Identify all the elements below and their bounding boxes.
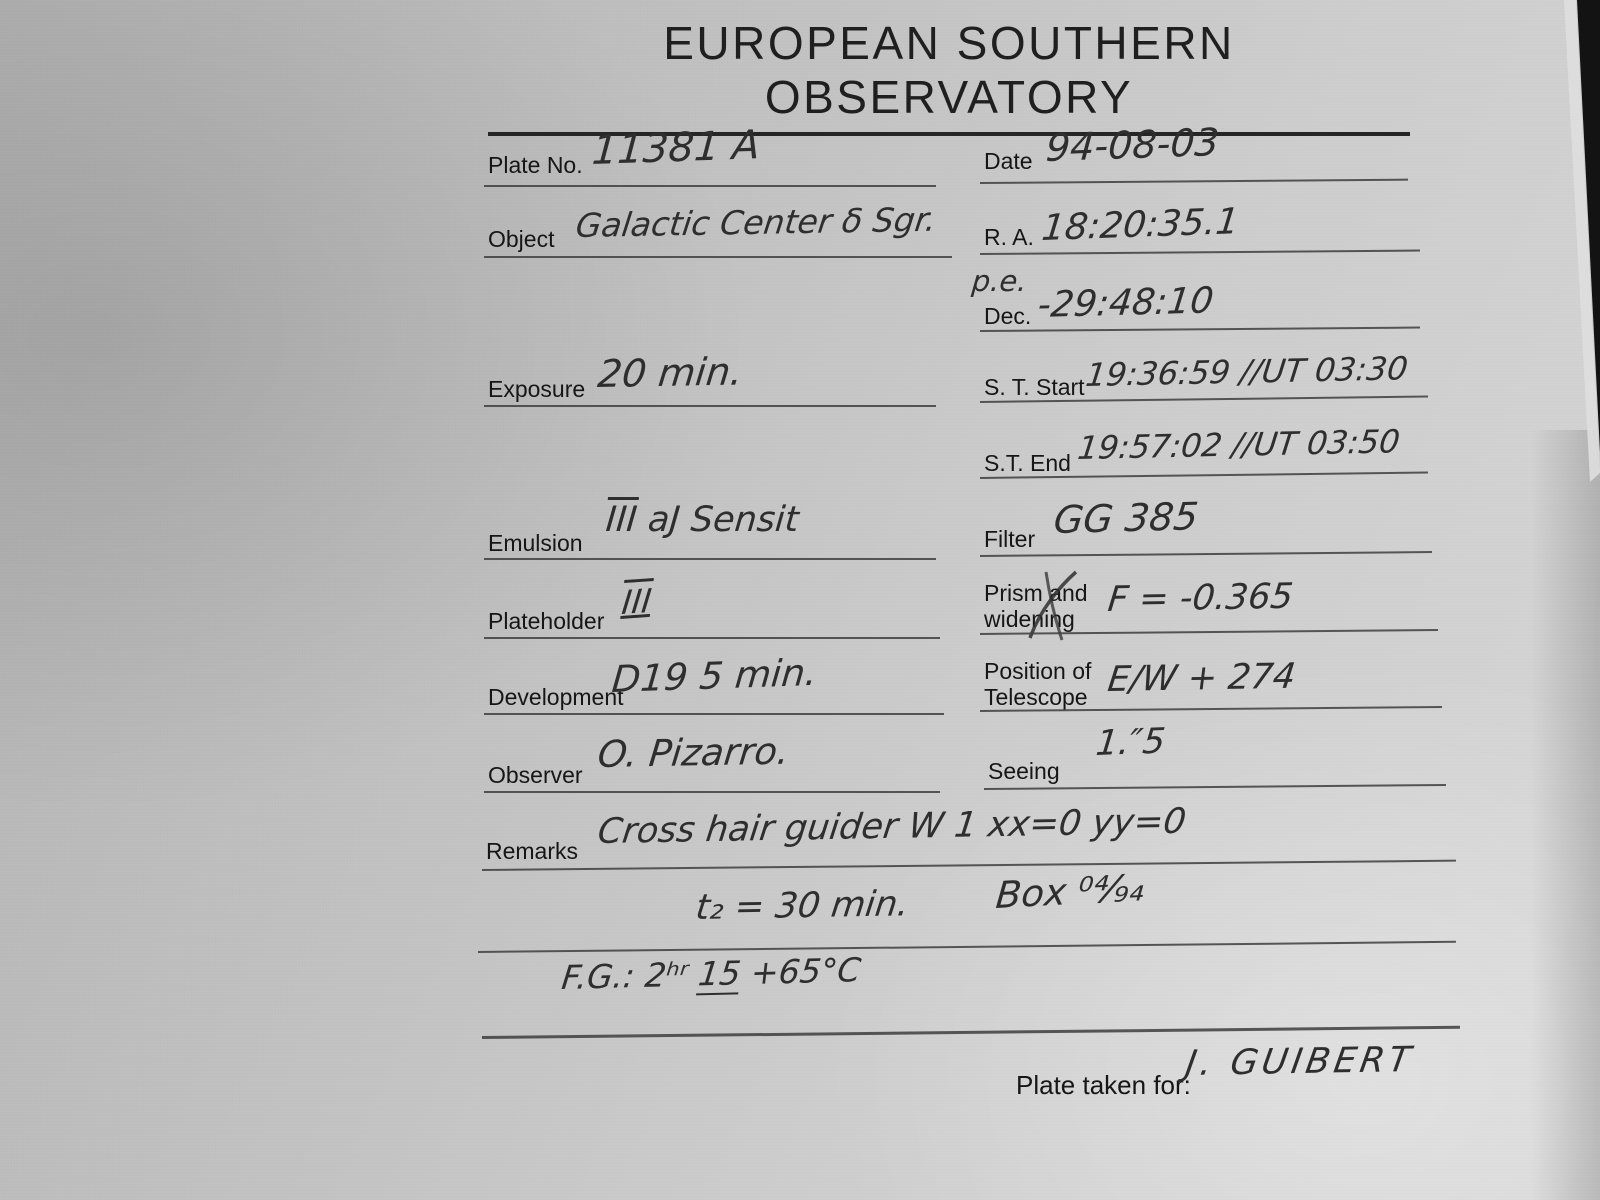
filter-label: Filter xyxy=(984,526,1036,552)
plate-taken-for-label: Plate taken for: xyxy=(1016,1070,1191,1100)
remarks-underline-3 xyxy=(481,1025,1460,1039)
telescope-position-value: E/W + 274 xyxy=(1105,656,1298,700)
development-underline xyxy=(484,713,944,715)
telescope-position-label-line2: Telescope xyxy=(984,684,1088,710)
st-start-label: S. T. Start xyxy=(984,374,1085,400)
remarks-underline-1 xyxy=(481,859,1456,871)
remarks-line3-post: +65°C xyxy=(738,950,863,993)
seeing-value: 1.″5 xyxy=(1093,721,1168,764)
plate-no-label: Plate No. xyxy=(488,152,583,178)
prism-widening-label: Prism and widening xyxy=(984,580,1088,632)
emulsion-rest: aJ Sensit xyxy=(635,500,801,540)
dec-label: Dec. xyxy=(984,303,1032,329)
plateholder-underline xyxy=(484,637,940,639)
remarks-line1: Cross hair guider W 1 xx=0 yy=0 xyxy=(595,801,1189,852)
prism-widening-label-line1: Prism and xyxy=(984,580,1088,606)
exposure-value: 20 min. xyxy=(595,349,745,396)
st-end-value: 19:57:02 //UT 03:50 xyxy=(1075,422,1402,467)
remarks-line2-right: Box ⁰⁴⁄₉₄ xyxy=(994,866,1146,917)
remarks-label: Remarks xyxy=(486,838,579,864)
telescope-position-label: Position of Telescope xyxy=(984,658,1091,710)
date-label: Date xyxy=(984,148,1033,174)
emulsion-roman: III xyxy=(604,500,639,540)
object-underline xyxy=(484,256,952,258)
plateholder-label: Plateholder xyxy=(488,608,605,634)
plate-taken-for-value: J. GUIBERT xyxy=(1182,1040,1418,1084)
plate-no-underline xyxy=(484,185,936,187)
pe-note: p.e. xyxy=(970,264,1029,298)
ra-value: 18:20:35.1 xyxy=(1039,201,1242,249)
st-start-value: 19:36:59 //UT 03:30 xyxy=(1083,349,1410,394)
filter-value: GG 385 xyxy=(1051,494,1201,542)
plate-no-value: 11381 A xyxy=(590,122,762,174)
remarks-line3-underlined: 15 xyxy=(696,953,743,996)
development-label: Development xyxy=(488,684,624,710)
filter-underline xyxy=(979,551,1432,557)
seeing-label: Seeing xyxy=(988,758,1060,784)
remarks-line3-pre: F.G.: 2ʰʳ xyxy=(559,954,701,997)
telescope-position-label-line1: Position of xyxy=(984,658,1092,684)
paper-right-shadow xyxy=(1530,430,1600,1200)
remarks-underline-2 xyxy=(477,940,1456,953)
date-underline xyxy=(979,178,1408,184)
strike-mark-icon xyxy=(1028,570,1078,641)
observer-label: Observer xyxy=(488,762,583,788)
remarks-line3: F.G.: 2ʰʳ 15 +65°C xyxy=(560,950,863,997)
exposure-underline xyxy=(484,405,936,407)
remarks-line2-left: t₂ = 30 min. xyxy=(693,884,912,928)
emulsion-value: III aJ Sensit xyxy=(604,500,800,540)
observer-value: O. Pizarro. xyxy=(595,729,792,776)
plateholder-value: III xyxy=(619,581,654,622)
object-value: Galactic Center δ Sgr. xyxy=(573,199,939,245)
emulsion-label: Emulsion xyxy=(488,530,583,556)
emulsion-underline xyxy=(484,558,936,560)
ra-underline xyxy=(979,249,1420,255)
development-value: D19 5 min. xyxy=(610,650,819,701)
prism-widening-value: F = -0.365 xyxy=(1105,576,1296,620)
st-end-label: S.T. End xyxy=(984,450,1071,476)
dec-underline xyxy=(979,326,1420,332)
ra-label: R. A. xyxy=(984,224,1034,250)
exposure-label: Exposure xyxy=(488,376,586,402)
object-label: Object xyxy=(488,226,555,252)
form-title: EUROPEAN SOUTHERN OBSERVATORY xyxy=(488,16,1410,136)
dec-value: -29:48:10 xyxy=(1035,280,1216,326)
date-value: 94-08-03 xyxy=(1044,119,1221,170)
observer-underline xyxy=(484,791,940,793)
